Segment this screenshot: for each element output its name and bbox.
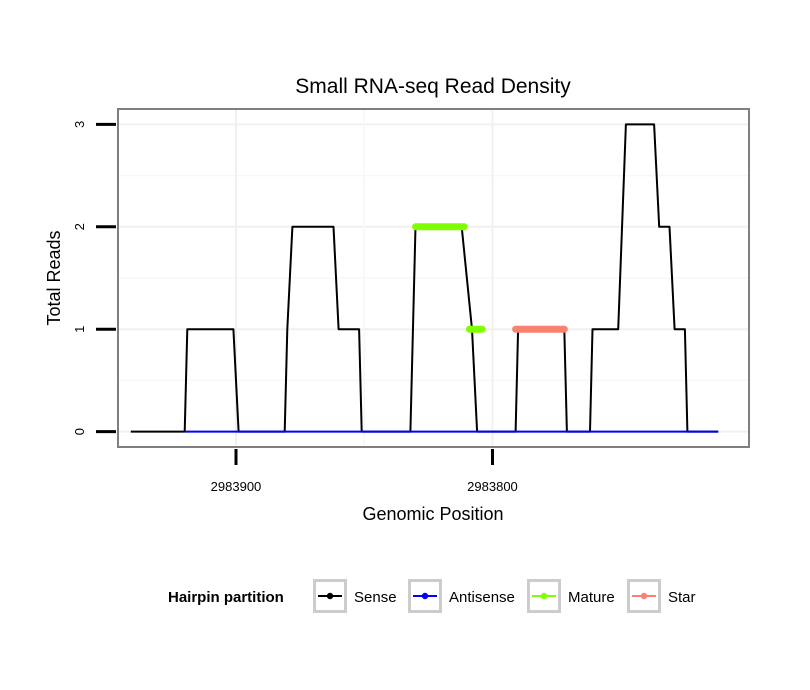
legend-key-sense: [313, 579, 347, 613]
legend: Hairpin partition Sense Antisense Mature…: [0, 578, 810, 618]
x-tick-label: 2983800: [467, 479, 518, 494]
y-tick-label: 0: [72, 428, 87, 435]
legend-title: Hairpin partition: [168, 589, 284, 606]
legend-label-mature: Mature: [568, 589, 615, 606]
legend-key-mature: [527, 579, 561, 613]
y-tick-label: 3: [72, 121, 87, 128]
legend-key-antisense: [408, 579, 442, 613]
chart-title: Small RNA-seq Read Density: [295, 75, 571, 98]
legend-label-antisense: Antisense: [449, 589, 515, 606]
axes: 0 1 2 3 2983900 2983800: [72, 121, 518, 494]
series-lines: [130, 123, 719, 433]
y-tick-label: 2: [72, 223, 87, 230]
y-axis-label: Total Reads: [44, 230, 64, 325]
x-axis-label: Genomic Position: [362, 504, 503, 524]
legend-key-star: [627, 579, 661, 613]
x-tick-label: 2983900: [211, 479, 262, 494]
y-tick-label: 1: [72, 326, 87, 333]
plot-panel-border: [117, 108, 750, 448]
legend-label-sense: Sense: [354, 589, 397, 606]
legend-label-star: Star: [668, 589, 696, 606]
read-density-chart: Small RNA-seq Read Density 0 1 2 3 2983900 29…: [44, 75, 750, 524]
series-sense-line: [130, 123, 719, 433]
grid: [118, 109, 749, 447]
